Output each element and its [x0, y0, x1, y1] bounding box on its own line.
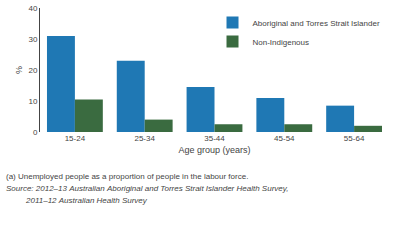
svg-text:10: 10 — [28, 97, 37, 106]
svg-text:(a) Unemployed people as a pro: (a) Unemployed people as a proportion of… — [6, 172, 248, 181]
svg-text:2011–12 Australian Health Surv: 2011–12 Australian Health Survey — [6, 196, 148, 205]
svg-text:15-24: 15-24 — [65, 134, 86, 143]
svg-text:Age group (years): Age group (years) — [178, 145, 250, 155]
svg-text:30: 30 — [28, 35, 37, 44]
svg-text:%: % — [14, 66, 24, 74]
svg-text:45-54: 45-54 — [274, 134, 295, 143]
svg-text:Non-Indigenous: Non-Indigenous — [253, 38, 309, 47]
svg-text:Source: 2012–13 Australian Abo: Source: 2012–13 Australian Aboriginal an… — [6, 184, 288, 193]
svg-text:20: 20 — [28, 66, 37, 75]
svg-text:25-34: 25-34 — [134, 134, 155, 143]
svg-text:0: 0 — [33, 128, 38, 137]
svg-text:Aboriginal and Torres Strait I: Aboriginal and Torres Strait Islander — [253, 19, 380, 28]
svg-text:55-64: 55-64 — [344, 134, 365, 143]
svg-text:35-44: 35-44 — [204, 134, 225, 143]
svg-text:40: 40 — [28, 4, 37, 13]
